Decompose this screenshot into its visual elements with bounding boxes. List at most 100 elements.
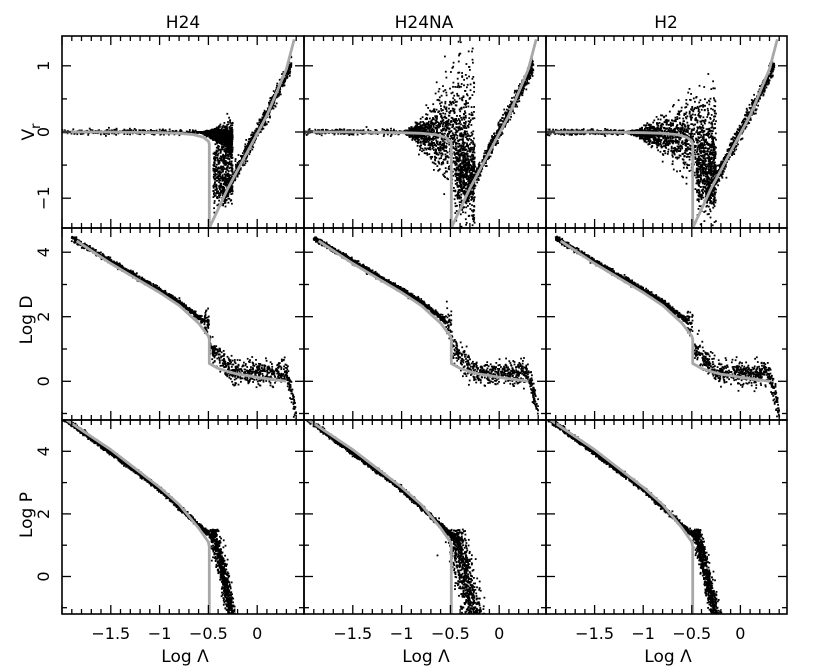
- data-point: [470, 173, 473, 176]
- data-point: [487, 143, 490, 146]
- data-point: [274, 91, 276, 94]
- data-point: [222, 124, 225, 127]
- data-point: [412, 127, 414, 130]
- data-point: [222, 194, 224, 197]
- data-point: [216, 179, 219, 182]
- data-point: [467, 199, 470, 202]
- data-point: [491, 148, 494, 151]
- data-point: [427, 137, 430, 140]
- data-point: [426, 126, 429, 129]
- data-point: [278, 78, 281, 81]
- data-point: [246, 148, 248, 151]
- data-point: [464, 149, 467, 151]
- data-point: [224, 125, 226, 128]
- data-point: [219, 151, 222, 154]
- data-point: [213, 157, 216, 159]
- data-point: [461, 99, 464, 102]
- data-point: [227, 141, 230, 143]
- data-point: [231, 122, 234, 125]
- data-point: [454, 175, 457, 178]
- data-point: [218, 131, 220, 134]
- data-point: [217, 190, 220, 193]
- data-point: [89, 129, 92, 131]
- data-point: [164, 129, 167, 132]
- data-point: [215, 131, 217, 134]
- data-point: [217, 171, 219, 174]
- data-point: [226, 154, 228, 157]
- data-point: [456, 86, 459, 88]
- data-point: [458, 159, 461, 161]
- data-point: [286, 69, 289, 72]
- data-point: [518, 93, 521, 95]
- data-point: [470, 134, 473, 137]
- data-point: [108, 126, 110, 129]
- data-point: [445, 117, 448, 120]
- data-point: [473, 197, 475, 199]
- data-point: [465, 223, 467, 226]
- data-point: [222, 179, 224, 181]
- data-point: [222, 141, 224, 143]
- data-point: [228, 197, 231, 200]
- data-point: [228, 162, 231, 165]
- data-point: [469, 236, 471, 238]
- data-point: [286, 72, 288, 75]
- data-point: [216, 177, 219, 179]
- data-point: [526, 75, 529, 78]
- data-point: [464, 168, 466, 171]
- data-point: [465, 63, 468, 65]
- data-point: [258, 121, 261, 124]
- data-point: [466, 142, 468, 145]
- data-point: [219, 150, 222, 152]
- data-point: [454, 131, 457, 134]
- data-point: [246, 145, 248, 147]
- data-point: [223, 179, 225, 182]
- data-point: [462, 163, 464, 165]
- data-point: [237, 154, 240, 156]
- data-point: [471, 204, 473, 207]
- data-point: [451, 126, 454, 129]
- data-point: [510, 116, 512, 118]
- data-point: [230, 156, 233, 159]
- data-point: [226, 136, 229, 139]
- data-point: [467, 164, 469, 166]
- data-point: [213, 163, 216, 165]
- data-point: [227, 178, 229, 180]
- data-point: [243, 164, 246, 166]
- data-point: [218, 185, 220, 187]
- data-point: [500, 134, 502, 136]
- data-point: [458, 143, 461, 145]
- data-point: [458, 125, 461, 128]
- data-point: [465, 120, 467, 123]
- data-point: [434, 148, 437, 151]
- data-point: [427, 107, 429, 109]
- y-tick-label: 1: [34, 61, 53, 71]
- data-point: [473, 221, 476, 224]
- data-point: [440, 130, 443, 133]
- data-point: [460, 187, 463, 190]
- data-point: [470, 131, 473, 134]
- data-point: [457, 165, 460, 168]
- data-point: [224, 129, 227, 131]
- data-point: [473, 164, 476, 166]
- data-point: [419, 147, 422, 149]
- data-point: [228, 130, 231, 133]
- data-point: [246, 155, 249, 158]
- data-point: [285, 75, 288, 78]
- data-point: [259, 131, 262, 133]
- data-point: [229, 188, 231, 191]
- data-point: [446, 160, 449, 163]
- data-point: [452, 125, 454, 128]
- data-point: [473, 160, 476, 163]
- data-point: [428, 127, 431, 129]
- data-point: [472, 76, 475, 78]
- data-point: [222, 145, 225, 148]
- data-point: [262, 127, 265, 130]
- data-point: [497, 121, 500, 124]
- data-point: [213, 191, 216, 194]
- data-point: [464, 104, 467, 106]
- data-point: [430, 157, 433, 160]
- data-point: [463, 149, 465, 151]
- data-point: [418, 153, 420, 156]
- data-point: [217, 136, 220, 139]
- data-point: [462, 162, 465, 164]
